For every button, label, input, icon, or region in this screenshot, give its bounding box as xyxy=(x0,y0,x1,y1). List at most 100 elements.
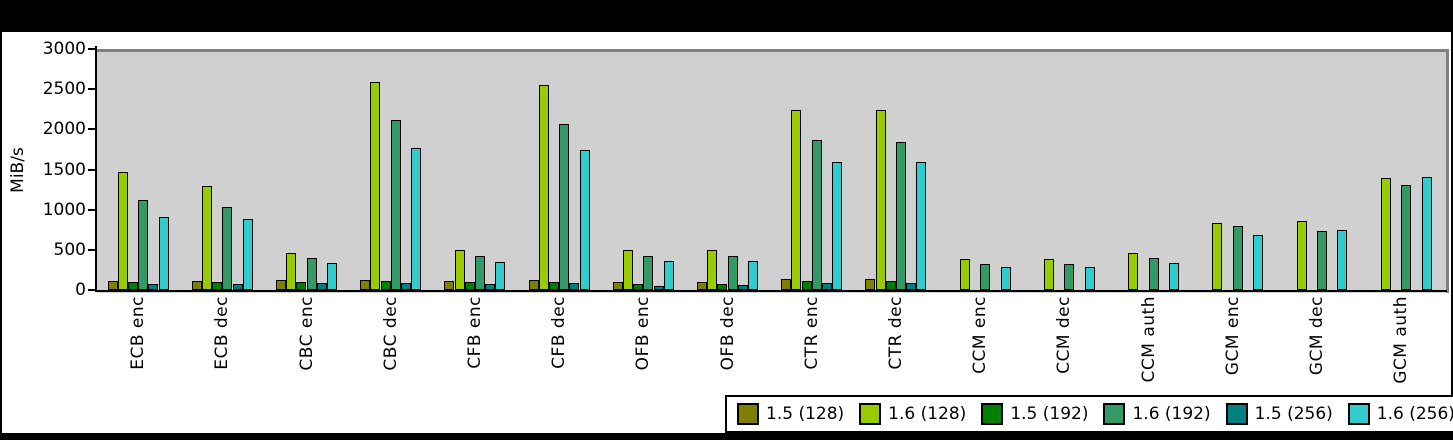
y-tick-label: 2000 xyxy=(42,119,86,140)
bar xyxy=(612,282,623,290)
x-tick-label: CBC enc xyxy=(296,296,317,371)
bar xyxy=(296,282,307,290)
x-tick-label: CCM dec xyxy=(1054,296,1075,374)
bar xyxy=(885,281,896,290)
bar xyxy=(663,261,674,290)
bar xyxy=(117,172,128,290)
x-tick-label: CCM enc xyxy=(970,296,991,374)
bar xyxy=(485,284,496,290)
x-tick-label: CBC dec xyxy=(380,296,401,371)
legend-swatch xyxy=(737,403,759,425)
y-tick-label: 1500 xyxy=(42,159,86,180)
bar xyxy=(821,283,832,290)
bar xyxy=(454,250,465,290)
bar xyxy=(495,262,506,290)
bar xyxy=(801,281,812,290)
legend: 1.5 (128) 1.6 (128) 1.5 (192) 1.6 (192) 1.5 … xyxy=(725,395,1453,433)
bar xyxy=(390,120,401,290)
bar xyxy=(242,219,253,290)
bar xyxy=(865,279,876,290)
x-tick-label: GCM auth xyxy=(1391,296,1412,384)
y-tick-mark xyxy=(88,208,96,211)
bar xyxy=(148,284,159,290)
x-tick-label: ECB dec xyxy=(212,296,233,370)
bar xyxy=(138,200,149,290)
bar xyxy=(1380,178,1391,290)
x-tick-label: CCM auth xyxy=(1138,296,1159,383)
bar xyxy=(316,283,327,290)
y-tick-label: 0 xyxy=(75,280,86,300)
bar xyxy=(1316,231,1327,290)
legend-swatch xyxy=(1347,403,1370,425)
legend-item: 1.6 (192) xyxy=(1103,403,1211,425)
x-tick-label: CFB dec xyxy=(549,296,570,369)
bar xyxy=(1296,221,1307,290)
bar xyxy=(306,258,317,290)
bar xyxy=(1128,253,1139,290)
legend-item: 1.5 (256) xyxy=(1225,403,1333,425)
bar xyxy=(275,280,286,290)
bar xyxy=(781,279,792,290)
bar xyxy=(579,150,590,290)
x-tick-label: GCM dec xyxy=(1306,296,1327,376)
bar xyxy=(548,282,559,290)
bar xyxy=(232,284,243,290)
legend-label: 1.6 (192) xyxy=(1132,404,1211,424)
bar xyxy=(370,82,381,290)
bar xyxy=(1168,263,1179,290)
legend-swatch xyxy=(981,403,1004,425)
bar xyxy=(653,286,664,290)
legend-item: 1.5 (192) xyxy=(981,403,1088,425)
bar xyxy=(895,142,906,290)
bar xyxy=(538,85,549,290)
bar xyxy=(464,282,475,290)
y-tick-label: 3000 xyxy=(42,39,86,59)
y-tick-label: 500 xyxy=(53,239,86,260)
bar xyxy=(875,110,886,290)
bar xyxy=(1212,223,1223,290)
bar xyxy=(400,283,411,290)
y-tick-mark xyxy=(88,48,96,50)
y-tick-label: 2500 xyxy=(42,79,86,100)
bar xyxy=(380,281,391,290)
bar xyxy=(643,256,654,290)
bar xyxy=(1043,259,1054,290)
bar xyxy=(1421,177,1432,290)
x-tick-label: OFB dec xyxy=(717,296,738,371)
y-axis-line xyxy=(95,46,97,292)
bar xyxy=(326,263,337,290)
bar xyxy=(811,140,822,290)
bar xyxy=(1084,267,1095,290)
bar xyxy=(127,282,138,290)
bar xyxy=(747,261,758,290)
bar xyxy=(916,162,927,290)
bar xyxy=(191,281,202,290)
x-tick-label: CTR enc xyxy=(801,296,822,370)
legend-item: 1.6 (256) xyxy=(1347,403,1453,425)
bar xyxy=(1000,267,1011,290)
plot-area xyxy=(97,49,1449,293)
legend-item: 1.5 (128) xyxy=(737,403,844,425)
legend-swatch xyxy=(1103,403,1126,425)
bar xyxy=(696,282,707,290)
bar xyxy=(1401,185,1412,290)
y-tick-mark xyxy=(88,128,96,131)
bar xyxy=(1253,235,1264,290)
x-axis-line xyxy=(95,290,1447,292)
bar xyxy=(832,162,843,290)
bar xyxy=(474,256,485,290)
bar xyxy=(633,284,644,290)
bar xyxy=(1064,264,1075,290)
legend-label: 1.6 (256) xyxy=(1376,404,1453,424)
x-tick-label: GCM enc xyxy=(1222,296,1243,376)
bar xyxy=(212,282,223,290)
y-tick-mark xyxy=(88,248,96,251)
bar xyxy=(1232,226,1243,290)
bar xyxy=(737,285,748,290)
bar xyxy=(107,281,118,290)
legend-label: 1.5 (256) xyxy=(1254,404,1333,424)
x-tick-label: CFB enc xyxy=(464,296,485,369)
bar xyxy=(727,256,738,290)
bar xyxy=(959,259,970,290)
